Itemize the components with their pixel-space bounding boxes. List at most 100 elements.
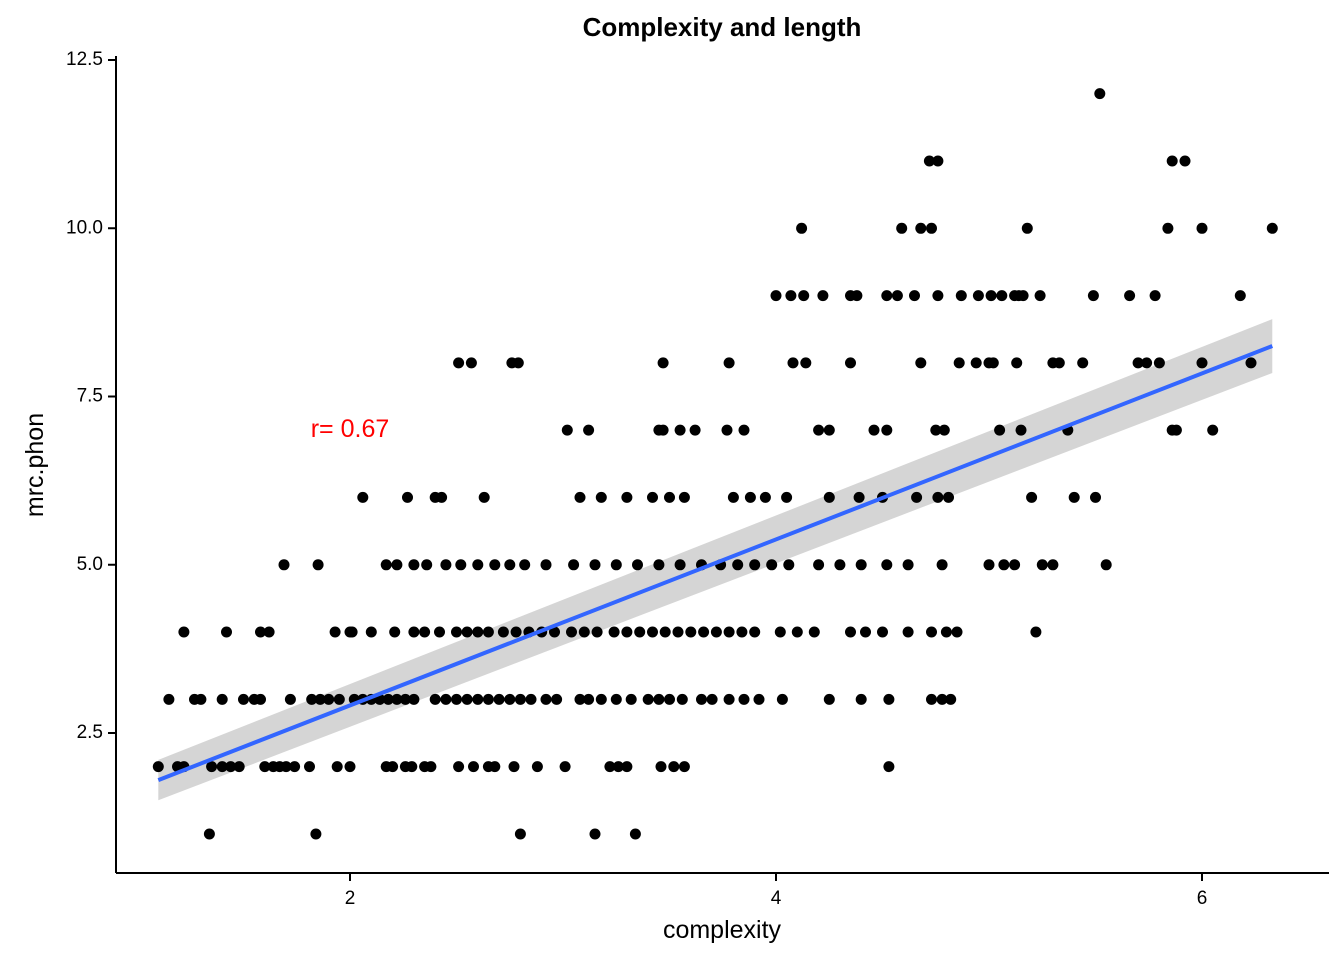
data-point: [578, 626, 590, 638]
data-point: [233, 761, 245, 773]
data-point: [657, 424, 669, 436]
data-point: [568, 559, 580, 571]
data-point: [221, 626, 232, 638]
data-point: [787, 357, 799, 369]
data-point: [891, 290, 903, 302]
data-point: [519, 559, 531, 571]
data-point: [926, 626, 937, 638]
data-point: [1047, 559, 1059, 571]
data-point: [406, 761, 418, 773]
data-point: [329, 626, 341, 638]
data-point: [357, 491, 369, 503]
data-point: [923, 155, 935, 167]
y-tick-label: 2.5: [77, 722, 103, 743]
data-point: [304, 761, 315, 773]
data-point: [1077, 357, 1089, 369]
data-point: [808, 626, 820, 638]
data-point: [608, 626, 620, 638]
x-tick-label: 2: [345, 888, 356, 909]
data-point: [255, 693, 266, 705]
data-point: [195, 693, 207, 705]
data-point: [823, 424, 835, 436]
data-point: [727, 491, 739, 503]
data-point: [504, 559, 516, 571]
data-point: [853, 491, 865, 503]
data-point: [970, 357, 982, 369]
data-point: [604, 761, 616, 773]
data-point: [1196, 222, 1208, 234]
data-point: [461, 626, 473, 638]
data-point: [883, 761, 895, 773]
data-point: [674, 424, 686, 436]
data-point: [216, 693, 228, 705]
data-point: [1036, 559, 1048, 571]
data-point: [514, 828, 526, 840]
data-point: [642, 693, 654, 705]
data-point: [203, 828, 215, 840]
data-point: [1196, 357, 1208, 369]
data-point: [1087, 290, 1099, 302]
data-point: [881, 424, 893, 436]
data-point: [451, 626, 462, 638]
data-point: [983, 559, 995, 571]
data-point: [512, 357, 524, 369]
data-point: [436, 491, 448, 503]
data-point: [284, 693, 296, 705]
data-point: [574, 491, 586, 503]
data-point: [589, 828, 601, 840]
data-point: [860, 626, 871, 638]
data-point: [402, 491, 413, 503]
data-point: [721, 424, 733, 436]
data-point: [823, 491, 835, 503]
data-point: [280, 761, 292, 773]
data-point: [685, 626, 697, 638]
data-point: [770, 290, 782, 302]
data-point: [800, 357, 812, 369]
data-point: [1141, 357, 1153, 369]
data-point: [566, 626, 577, 638]
data-point: [881, 559, 893, 571]
data-point: [1094, 88, 1106, 100]
data-point: [561, 424, 573, 436]
data-point: [629, 828, 641, 840]
data-point: [1090, 491, 1101, 503]
data-point: [255, 626, 266, 638]
data-point: [781, 491, 793, 503]
data-point: [380, 559, 392, 571]
data-point: [465, 357, 477, 369]
data-point: [455, 559, 467, 571]
data-point: [678, 491, 690, 503]
data-point: [591, 626, 603, 638]
data-point: [668, 761, 680, 773]
data-point: [478, 491, 490, 503]
data-point: [632, 559, 643, 571]
data-point: [877, 626, 888, 638]
data-point: [610, 559, 622, 571]
data-point: [1179, 155, 1191, 167]
data-point: [972, 290, 984, 302]
data-point: [911, 491, 923, 503]
data-point: [482, 626, 494, 638]
data-point: [909, 290, 920, 302]
data-point: [1166, 155, 1178, 167]
data-point: [1053, 357, 1065, 369]
data-point: [926, 693, 937, 705]
data-point: [868, 424, 880, 436]
chart-title: Complexity and length: [583, 12, 862, 42]
data-point: [419, 626, 431, 638]
data-points: [152, 88, 1278, 840]
data-point: [259, 761, 271, 773]
data-point: [453, 761, 465, 773]
data-point: [723, 357, 735, 369]
data-point: [953, 357, 965, 369]
data-point: [1153, 357, 1165, 369]
data-point: [1068, 491, 1080, 503]
data-point: [657, 357, 669, 369]
data-point: [896, 222, 908, 234]
regression-line: [157, 344, 1274, 782]
data-point: [930, 424, 942, 436]
data-point: [504, 693, 516, 705]
data-point: [902, 559, 914, 571]
data-point: [489, 761, 501, 773]
data-point: [472, 559, 484, 571]
